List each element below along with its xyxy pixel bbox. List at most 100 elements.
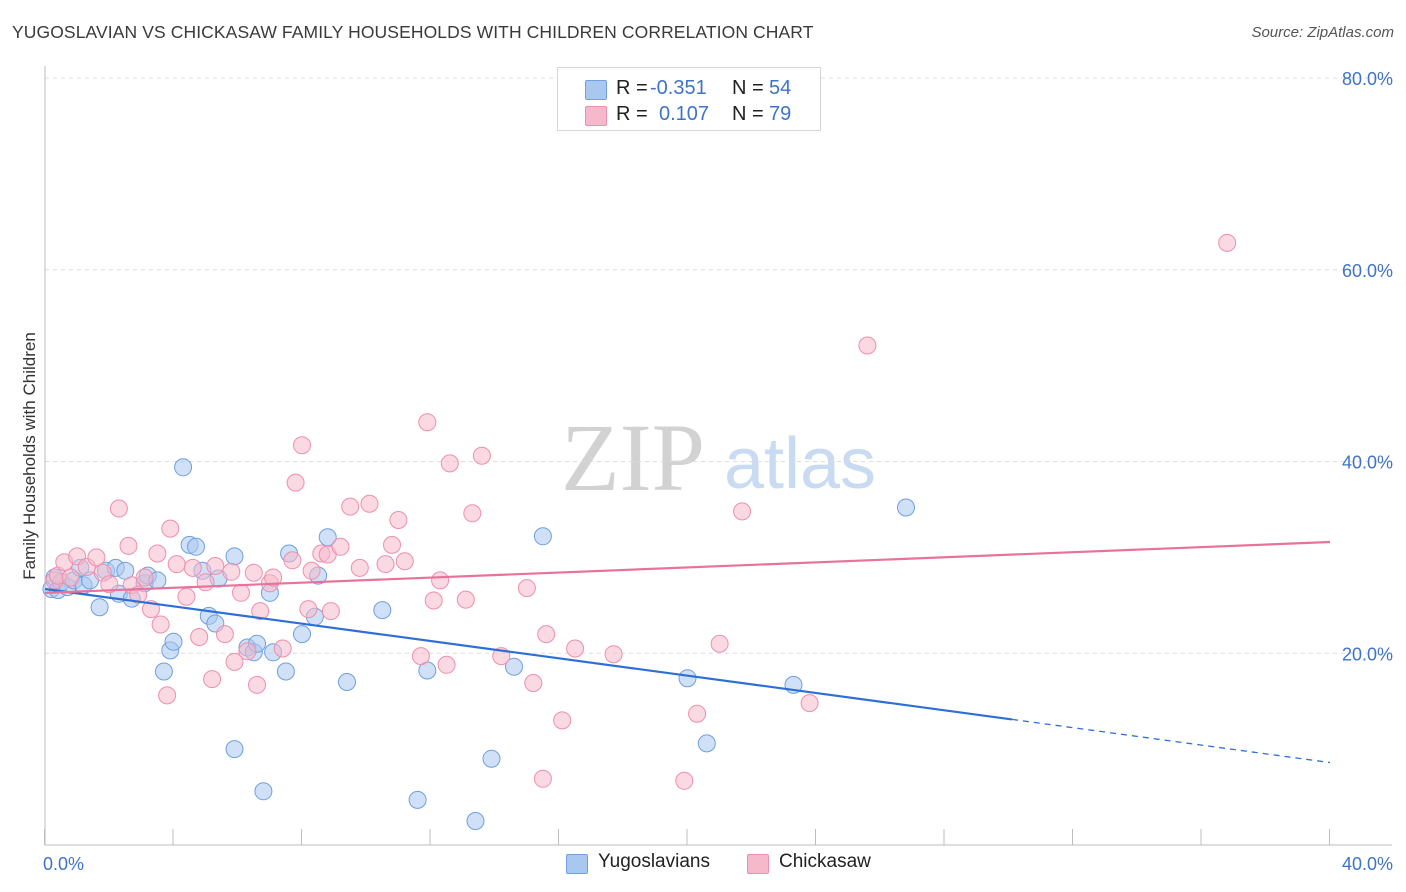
data-point (183, 558, 202, 577)
data-point (675, 771, 694, 790)
data-point (517, 579, 536, 598)
r-value: -0.351 (650, 77, 707, 99)
n-label: N = (732, 103, 764, 125)
data-point (456, 590, 475, 609)
legend-item-yugoslavians: Yugoslavians (566, 851, 710, 874)
data-point (437, 655, 456, 674)
source-note: Source: ZipAtlas.com (1251, 24, 1394, 41)
n-value: 54 (769, 77, 792, 99)
n-label: N = (732, 77, 764, 99)
data-point (678, 669, 697, 688)
y-tick-labels: 20.0% 40.0% 60.0% 80.0% (1342, 69, 1393, 664)
legend-swatch-chickasaw (747, 854, 769, 874)
data-point (154, 662, 173, 681)
data-point (276, 662, 295, 681)
watermark: ZIP atlas (561, 404, 876, 511)
legend-label-yugoslavians: Yugoslavians (598, 851, 710, 872)
watermark-zip: ZIP (561, 404, 705, 511)
legend-swatch-yugoslavians (566, 854, 588, 874)
data-point (505, 657, 523, 676)
chart-title: YUGOSLAVIAN VS CHICKASAW FAMILY HOUSEHOL… (12, 22, 814, 42)
data-point (196, 573, 215, 592)
data-point (225, 740, 244, 759)
data-point (389, 511, 408, 529)
data-point (87, 548, 106, 567)
swatch-chickasaw (585, 106, 607, 126)
data-point (341, 497, 360, 516)
legend-item-chickasaw: Chickasaw (747, 851, 871, 874)
data-point (248, 675, 266, 694)
n-value: 79 (769, 103, 792, 125)
x-tick-labels: 0.0% 40.0% (43, 854, 1393, 874)
data-point (293, 625, 311, 644)
x-tick-label: 0.0% (43, 854, 84, 874)
data-point (466, 812, 485, 830)
data-point (440, 454, 459, 473)
data-point (533, 769, 552, 788)
data-point (273, 639, 292, 658)
data-point (177, 587, 196, 606)
data-point (376, 555, 395, 574)
data-point (164, 632, 183, 651)
data-point (286, 473, 305, 492)
data-point (254, 782, 273, 801)
data-point (424, 591, 443, 610)
data-point (553, 711, 572, 730)
data-point (360, 494, 379, 513)
trend-lines (44, 540, 1331, 764)
data-point (383, 535, 401, 554)
data-point (264, 568, 283, 587)
stats-legend-box: R = -0.351 N = 54 R = 0.107 N = 79 (557, 67, 821, 131)
data-point (408, 790, 427, 809)
data-point (148, 544, 167, 563)
data-point (524, 674, 543, 692)
data-point (338, 673, 356, 691)
data-point (206, 557, 225, 575)
data-point (482, 749, 501, 768)
data-point (283, 551, 302, 570)
data-point (174, 458, 193, 477)
trend-line-yugoslavians (44, 587, 1013, 721)
data-point (858, 336, 877, 355)
data-point (688, 704, 707, 723)
data-point (61, 568, 80, 587)
trend-line-chickasaw (44, 540, 1331, 594)
data-point (225, 652, 244, 671)
data-point (373, 601, 392, 620)
data-point (463, 504, 482, 523)
data-point (225, 547, 244, 566)
axes (44, 66, 1392, 846)
data-point (800, 694, 819, 713)
data-point (158, 686, 177, 705)
legend-label-chickasaw: Chickasaw (779, 851, 871, 872)
series-chickasaw-points (45, 233, 1237, 790)
data-point (697, 734, 716, 753)
data-point (733, 502, 752, 521)
data-point (190, 628, 209, 646)
data-point (222, 562, 241, 581)
data-point (472, 446, 491, 465)
data-point (161, 519, 180, 538)
data-point (251, 602, 270, 621)
x-tick-label: 40.0% (1342, 854, 1393, 874)
data-point (232, 583, 250, 602)
data-point (566, 639, 585, 658)
data-point (238, 642, 257, 661)
data-point (215, 625, 234, 644)
data-point (897, 498, 915, 517)
data-point (604, 645, 623, 664)
y-axis-label: Family Households with Children (20, 332, 39, 580)
data-point (151, 615, 170, 634)
data-point (203, 670, 222, 689)
data-point (119, 536, 138, 555)
data-point (1218, 233, 1237, 252)
data-point (533, 527, 552, 546)
data-point (350, 558, 369, 577)
data-point (418, 413, 437, 432)
data-point (299, 600, 318, 619)
y-tick-label: 20.0% (1342, 644, 1393, 664)
data-point (244, 563, 263, 582)
data-point (431, 571, 450, 590)
data-point (321, 602, 340, 621)
